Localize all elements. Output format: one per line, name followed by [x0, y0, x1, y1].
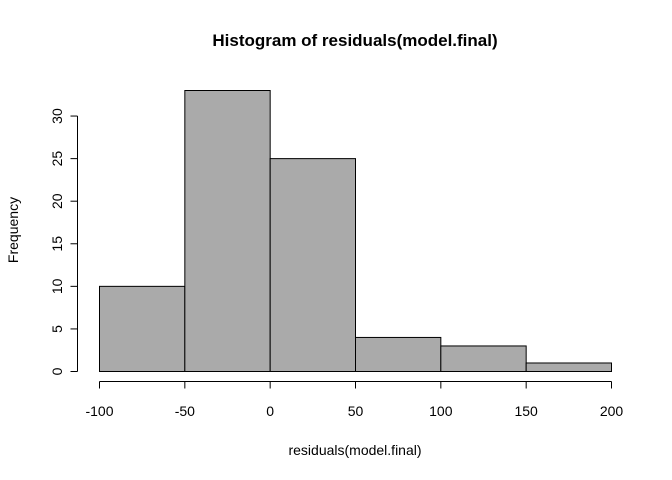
y-tick-label-6: 30 — [49, 108, 65, 124]
y-tick-label-4: 20 — [49, 193, 65, 209]
y-tick-label-2: 10 — [49, 278, 65, 294]
histogram-bar-0 — [99, 285, 186, 372]
x-tick-label-6: 200 — [600, 403, 624, 419]
y-axis-label: Frequency — [5, 197, 21, 263]
x-tick-label-2: 0 — [266, 403, 274, 419]
x-tick-label-5: 150 — [514, 403, 538, 419]
histogram-bar-1 — [184, 90, 271, 372]
y-tick-label-1: 5 — [49, 325, 65, 333]
x-axis: -100 -50 0 50 100 150 200 — [85, 381, 624, 419]
x-tick-label-4: 100 — [429, 403, 453, 419]
histogram-bar-2 — [269, 158, 356, 372]
y-tick-label-3: 15 — [49, 236, 65, 252]
x-tick-label-1: -50 — [175, 403, 195, 419]
bars-group — [99, 90, 613, 373]
x-tick-label-0: -100 — [85, 403, 113, 419]
y-axis: 0 5 10 15 20 25 30 — [49, 108, 78, 375]
x-tick-label-3: 50 — [348, 403, 364, 419]
histogram-bar-5 — [525, 362, 613, 373]
x-axis-label: residuals(model.final) — [288, 442, 421, 458]
y-tick-label-0: 0 — [49, 367, 65, 375]
y-tick-label-5: 25 — [49, 151, 65, 167]
histogram-bar-3 — [355, 336, 442, 372]
chart-title: Histogram of residuals(model.final) — [212, 31, 497, 50]
histogram-bar-4 — [440, 345, 527, 373]
